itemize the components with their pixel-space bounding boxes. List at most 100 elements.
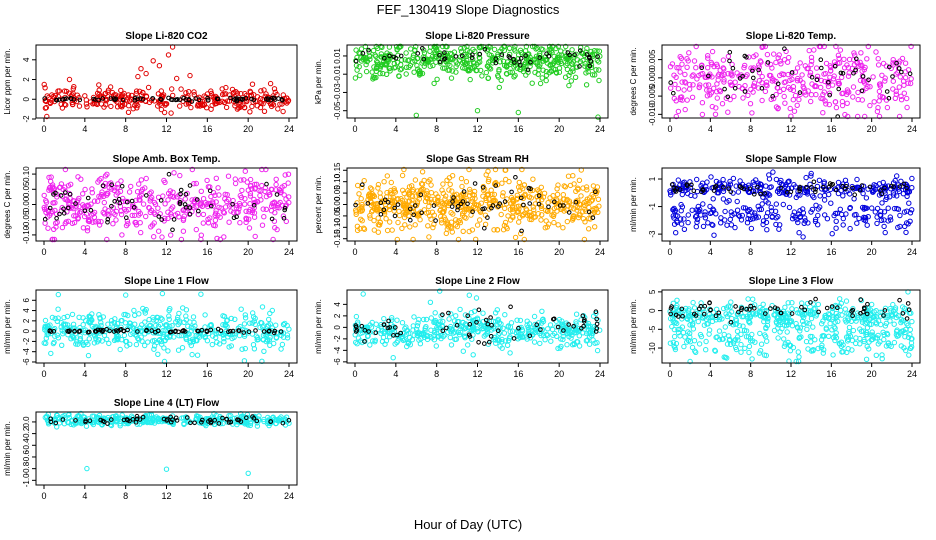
data-point — [762, 88, 769, 95]
data-point — [277, 199, 283, 206]
data-point — [492, 198, 498, 204]
data-point — [242, 312, 249, 318]
data-point — [158, 315, 164, 321]
data-point — [489, 191, 495, 198]
data-point — [65, 205, 71, 211]
data-point — [850, 84, 857, 90]
data-point — [418, 181, 425, 187]
x-tick-label: 24 — [907, 369, 917, 379]
data-point — [528, 195, 534, 201]
data-point — [721, 331, 727, 338]
data-point — [812, 83, 818, 89]
data-point — [504, 62, 510, 68]
data-point — [901, 90, 907, 96]
points — [41, 44, 292, 120]
x-tick-label: 4 — [708, 124, 713, 134]
x-tick-label: 0 — [667, 369, 672, 379]
data-point — [840, 71, 846, 76]
data-point — [277, 101, 283, 107]
data-point — [839, 102, 846, 109]
data-point — [189, 166, 196, 173]
data-point — [238, 91, 244, 97]
data-point — [241, 321, 248, 327]
data-point — [558, 60, 565, 67]
data-point — [584, 45, 590, 52]
data-point — [118, 211, 125, 218]
data-point — [828, 67, 834, 74]
data-point — [791, 108, 798, 114]
y-tick-label: 0.01 — [333, 48, 342, 64]
data-point — [685, 183, 690, 188]
data-point — [378, 212, 384, 217]
panel-4: Slope Amb. Box Temp.degrees C per min.0 4… — [3, 154, 298, 257]
data-point — [269, 325, 275, 331]
data-point — [512, 48, 518, 54]
data-point — [763, 82, 769, 88]
data-point — [91, 340, 98, 346]
data-point — [95, 179, 101, 185]
data-point — [709, 61, 715, 67]
data-point — [563, 62, 569, 69]
data-point — [477, 51, 483, 57]
data-point — [794, 102, 800, 109]
data-point — [742, 89, 748, 94]
data-point — [41, 204, 47, 211]
data-point — [815, 206, 821, 212]
x-tick-label: 4 — [82, 369, 87, 379]
y-axis-label: ml/min per min. — [314, 299, 323, 354]
data-point — [263, 166, 269, 173]
data-point — [57, 184, 63, 190]
data-point — [749, 356, 755, 362]
data-point — [370, 47, 377, 54]
data-point — [806, 47, 812, 54]
data-point — [156, 62, 163, 69]
data-point — [882, 229, 888, 236]
data-point — [756, 78, 763, 84]
data-point — [769, 75, 775, 82]
data-point — [413, 43, 419, 50]
data-point — [406, 184, 413, 190]
data-point — [52, 207, 58, 214]
data-point — [168, 232, 174, 238]
data-point — [449, 57, 455, 63]
data-point — [904, 316, 910, 321]
data-point — [680, 329, 687, 336]
data-point — [270, 102, 277, 108]
data-point — [91, 198, 98, 204]
data-point — [77, 210, 83, 216]
data-point — [43, 104, 49, 111]
data-point — [281, 215, 287, 221]
data-point — [577, 64, 582, 69]
data-point — [843, 186, 848, 192]
data-point — [889, 183, 894, 189]
data-point — [504, 59, 511, 65]
data-point — [83, 101, 90, 107]
data-point — [62, 96, 67, 102]
data-point — [685, 58, 691, 64]
data-point — [566, 210, 572, 215]
data-point — [234, 214, 239, 219]
data-point — [474, 222, 481, 228]
data-point — [571, 54, 577, 61]
data-point — [771, 95, 777, 102]
data-point — [504, 64, 510, 70]
data-point — [156, 228, 162, 234]
data-point — [143, 306, 149, 313]
data-point — [148, 189, 154, 195]
data-point — [749, 66, 756, 73]
data-point — [803, 174, 809, 181]
data-point — [860, 74, 866, 79]
data-point — [55, 315, 61, 321]
data-point — [260, 101, 266, 107]
data-point — [369, 186, 375, 192]
data-point — [528, 186, 533, 191]
data-point — [823, 60, 830, 67]
data-point — [401, 166, 407, 173]
data-point — [678, 221, 685, 227]
data-point — [519, 166, 525, 173]
data-point — [284, 335, 291, 341]
data-point — [114, 184, 120, 191]
data-point — [586, 204, 592, 211]
data-point — [456, 57, 463, 63]
data-point — [102, 90, 109, 97]
